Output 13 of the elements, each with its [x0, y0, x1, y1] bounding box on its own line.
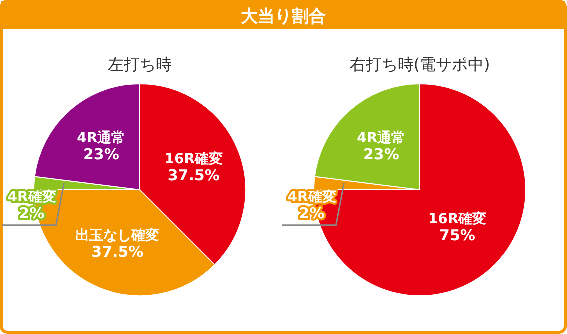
slice-label: 16R確変	[428, 210, 487, 228]
text: 大当り割合	[241, 7, 326, 27]
slice-label: 16R確変	[164, 150, 223, 168]
slice-label: 出玉なし確変	[76, 226, 160, 244]
data-label: 23%	[83, 145, 120, 164]
slice-label: 4R通常	[77, 129, 126, 146]
data-label: 75%	[440, 226, 476, 244]
data-label: 37.5%	[92, 242, 144, 261]
slice-label: 4R通常	[357, 129, 406, 146]
chart-subtitle: 左打ち時	[108, 55, 172, 74]
chart-subtitle: 右打ち時(電サポ中)	[350, 55, 490, 74]
data-label: 23%	[363, 145, 400, 164]
data-label: 37.5%	[168, 166, 220, 185]
